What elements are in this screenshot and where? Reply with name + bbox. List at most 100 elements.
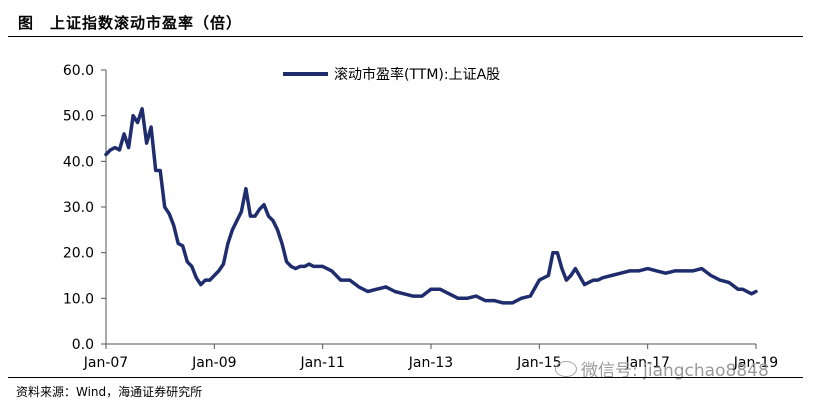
x-tick-label: Jan-09 xyxy=(191,355,236,371)
x-tick-label: Jan-07 xyxy=(83,355,128,371)
data-point xyxy=(299,265,301,268)
data-point xyxy=(285,261,288,263)
data-point xyxy=(132,114,134,117)
data-point xyxy=(154,169,157,172)
data-point xyxy=(520,297,523,300)
data-point xyxy=(308,263,310,265)
data-point xyxy=(737,288,739,291)
data-point xyxy=(719,279,721,281)
data-point xyxy=(538,279,541,281)
data-point xyxy=(118,149,121,151)
data-point xyxy=(339,279,342,281)
data-point xyxy=(610,274,613,277)
data-point xyxy=(227,242,229,245)
data-point xyxy=(502,302,505,304)
data-point xyxy=(267,215,270,217)
data-point xyxy=(385,286,387,288)
data-point xyxy=(303,265,306,268)
data-point xyxy=(484,299,487,302)
data-point xyxy=(172,224,175,227)
data-point xyxy=(556,251,559,254)
data-point xyxy=(321,265,324,268)
data-point xyxy=(583,283,586,286)
data-point xyxy=(349,279,351,281)
data-point xyxy=(258,208,261,211)
data-point xyxy=(123,133,125,135)
data-point xyxy=(376,288,378,291)
data-point xyxy=(330,270,333,272)
wechat-icon xyxy=(555,360,577,377)
data-point xyxy=(529,295,532,297)
footer-divider xyxy=(8,377,803,378)
data-point xyxy=(597,279,599,281)
y-tick-label: 30.0 xyxy=(63,200,94,216)
data-point xyxy=(412,295,414,297)
data-point xyxy=(547,274,550,277)
y-tick-label: 20.0 xyxy=(63,246,94,262)
data-point xyxy=(692,270,694,272)
y-tick-label: 10.0 xyxy=(63,291,94,307)
data-point xyxy=(254,215,256,217)
series-line xyxy=(104,107,758,305)
data-point xyxy=(114,146,116,149)
data-point xyxy=(312,265,315,268)
data-point xyxy=(646,267,649,270)
data-point xyxy=(367,290,369,293)
y-tick-label: 50.0 xyxy=(63,109,94,125)
page-title: 图 上证指数滚动市盈率（倍） xyxy=(18,14,243,32)
y-tick-label: 40.0 xyxy=(63,154,94,170)
data-point xyxy=(358,286,360,288)
data-point xyxy=(701,267,703,270)
data-point xyxy=(213,274,216,277)
data-point xyxy=(200,283,202,286)
data-point xyxy=(466,297,468,300)
tick-labels: 0.0 10.0 20.0 30.0 40.0 50.0 60.0 Jan-07 Jan-09 J… xyxy=(63,63,778,371)
data-point xyxy=(191,265,193,268)
data-point xyxy=(619,272,622,275)
data-point xyxy=(710,274,712,277)
data-point xyxy=(177,242,179,245)
data-point xyxy=(136,121,139,124)
data-point xyxy=(394,290,396,293)
data-point xyxy=(741,288,744,291)
data-point xyxy=(263,203,265,206)
x-tick-label: Jan-11 xyxy=(299,355,344,371)
data-point xyxy=(236,219,238,222)
data-point xyxy=(430,288,432,291)
data-point xyxy=(664,272,667,275)
data-point xyxy=(655,270,658,272)
x-tick-label: Jan-17 xyxy=(624,355,669,371)
legend-label: 滚动市盈率(TTM):上证A股 xyxy=(334,66,500,83)
data-point xyxy=(511,302,514,304)
series-group xyxy=(104,107,758,305)
data-point xyxy=(439,288,441,291)
data-point xyxy=(574,267,577,270)
data-point xyxy=(150,126,152,128)
data-point xyxy=(448,293,450,295)
watermark-text: 微信号: jiangchao8848 xyxy=(581,361,769,381)
title-bar: 图 上证指数滚动市盈率（倍） xyxy=(8,10,803,37)
axes xyxy=(105,70,756,345)
data-point xyxy=(628,270,631,272)
data-point xyxy=(109,149,112,151)
data-point xyxy=(141,108,143,110)
data-point xyxy=(755,290,757,293)
data-point xyxy=(245,187,247,190)
data-point xyxy=(249,215,252,217)
data-point xyxy=(475,295,477,297)
data-point xyxy=(272,219,274,222)
data-point xyxy=(163,206,166,208)
source-note: 资料来源：Wind，海通证券研究所 xyxy=(16,385,203,399)
watermark: 微信号: jiangchao8848 xyxy=(555,356,769,381)
data-point xyxy=(317,265,320,268)
data-point xyxy=(403,293,405,295)
data-point xyxy=(601,277,604,279)
data-point xyxy=(168,213,170,215)
data-point xyxy=(105,153,107,156)
data-point xyxy=(493,299,496,302)
data-point xyxy=(552,251,554,254)
data-point xyxy=(674,270,676,272)
data-point xyxy=(565,279,568,281)
data-point xyxy=(750,293,753,295)
